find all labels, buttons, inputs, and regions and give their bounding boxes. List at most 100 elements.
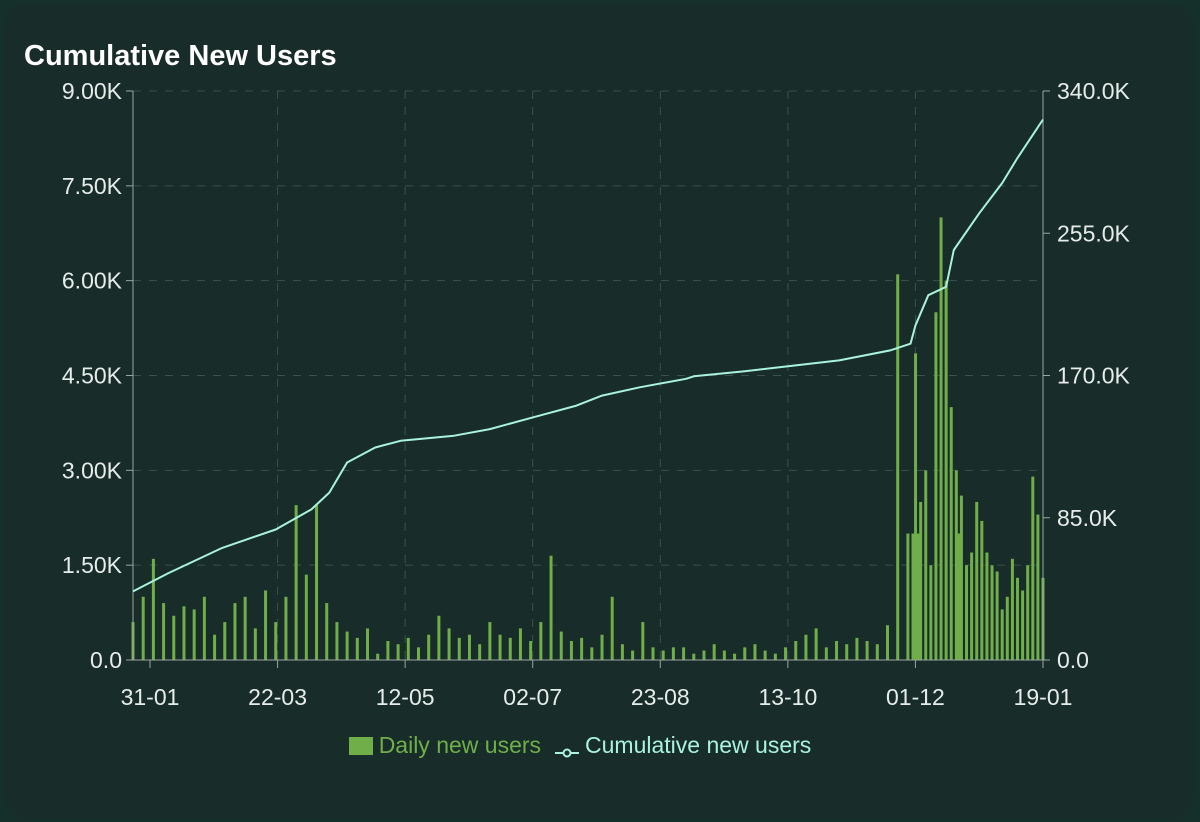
daily-bar xyxy=(141,596,145,660)
cumulative-line-path xyxy=(132,118,1044,593)
y-left-tick-label: 1.50K xyxy=(62,552,123,578)
daily-bar xyxy=(682,647,686,660)
daily-bar xyxy=(498,634,502,660)
daily-bar xyxy=(243,596,247,660)
daily-bar xyxy=(406,637,410,660)
daily-bar xyxy=(345,631,349,660)
axes xyxy=(126,90,1050,668)
daily-bars xyxy=(131,217,1045,660)
line-swatch-icon xyxy=(555,739,580,757)
daily-bar xyxy=(569,641,573,660)
x-tick-label: 13-10 xyxy=(758,684,817,710)
daily-bar xyxy=(223,622,227,660)
daily-bar xyxy=(1031,476,1035,660)
daily-bar xyxy=(784,647,788,660)
daily-bar xyxy=(794,641,798,660)
daily-bar xyxy=(580,637,584,660)
daily-bar xyxy=(959,495,963,660)
y-left-tick-label: 9.00K xyxy=(62,78,123,104)
daily-bar xyxy=(192,609,196,660)
x-tick-label: 22-03 xyxy=(248,684,307,710)
daily-bar xyxy=(172,615,176,660)
daily-bar xyxy=(1036,514,1040,660)
y-right-tick-label: 85.0K xyxy=(1057,505,1118,531)
daily-bar xyxy=(763,650,767,660)
y-left-tick-label: 4.50K xyxy=(62,363,123,389)
y-right-tick-label: 340.0K xyxy=(1057,78,1131,104)
daily-bar xyxy=(957,533,961,660)
legend-item-daily[interactable]: Daily new users xyxy=(348,732,542,759)
daily-bar xyxy=(213,634,217,660)
daily-bar xyxy=(865,641,869,660)
y-left-tick-label: 6.00K xyxy=(62,268,123,294)
daily-bar xyxy=(508,637,512,660)
daily-bar xyxy=(590,647,594,660)
daily-bar xyxy=(304,574,308,660)
legend-item-cumulative[interactable]: Cumulative new users xyxy=(555,732,811,759)
y-right-tick-label: 0.0 xyxy=(1057,647,1089,673)
x-tick-label: 19-01 xyxy=(1014,684,1073,710)
daily-bar xyxy=(631,650,635,660)
daily-bar xyxy=(620,644,624,660)
y-right-tick-label: 170.0K xyxy=(1057,363,1131,389)
daily-bar xyxy=(355,637,359,660)
daily-bar xyxy=(753,644,757,660)
daily-bar xyxy=(202,596,206,660)
daily-bar xyxy=(722,650,726,660)
x-tick-label: 01-12 xyxy=(886,684,945,710)
daily-bar xyxy=(600,634,604,660)
daily-bar xyxy=(396,644,400,660)
daily-bar xyxy=(702,650,706,660)
daily-bar xyxy=(824,647,828,660)
daily-bar xyxy=(934,312,938,660)
daily-bar xyxy=(929,565,933,660)
legend-label-daily: Daily new users xyxy=(378,732,542,758)
bar-swatch-icon xyxy=(348,736,373,755)
daily-bar xyxy=(875,644,879,660)
daily-bar xyxy=(1026,565,1030,660)
daily-bar xyxy=(264,590,268,660)
daily-bar xyxy=(335,622,339,660)
daily-bar xyxy=(488,622,492,660)
daily-bar xyxy=(1000,609,1004,660)
chart-title: Cumulative New Users xyxy=(24,40,337,72)
x-ticks: 31-01 22-03 12-05 02-07 23-08 13-10 01-12 19-01 xyxy=(121,684,1073,710)
x-tick-label: 31-01 xyxy=(121,684,180,710)
daily-bar xyxy=(965,565,969,660)
y-left-tick-label: 7.50K xyxy=(62,173,123,199)
daily-bar xyxy=(743,647,747,660)
daily-bar xyxy=(437,615,441,660)
x-tick-label: 12-05 xyxy=(376,684,435,710)
daily-bar xyxy=(182,606,186,660)
daily-bar xyxy=(804,634,808,660)
daily-bar xyxy=(253,628,257,660)
daily-bar xyxy=(980,520,984,660)
right-y-ticks: 0.0 85.0K 170.0K 255.0K 340.0K xyxy=(1057,78,1131,673)
grid xyxy=(133,90,1043,660)
daily-bar xyxy=(924,470,928,660)
daily-bar xyxy=(315,505,319,660)
daily-bar xyxy=(919,501,923,660)
daily-bar xyxy=(845,644,849,660)
daily-bar xyxy=(671,647,675,660)
daily-bar xyxy=(559,631,563,660)
legend-label-cumulative: Cumulative new users xyxy=(585,732,812,758)
daily-bar xyxy=(478,644,482,660)
cumulative-line xyxy=(132,118,1044,593)
left-y-ticks: 0.0 1.50K 3.00K 4.50K 6.00K 7.50K 9.00K xyxy=(62,78,123,673)
daily-bar xyxy=(886,625,890,660)
daily-bar xyxy=(427,634,431,660)
daily-bar xyxy=(539,622,543,660)
daily-bar xyxy=(975,501,979,660)
daily-bar xyxy=(233,603,237,660)
daily-bar xyxy=(970,552,974,660)
daily-bar xyxy=(692,653,696,660)
daily-bar xyxy=(294,505,298,660)
daily-bar xyxy=(651,647,655,660)
daily-bar xyxy=(1010,558,1014,660)
daily-bar xyxy=(944,280,948,660)
daily-bar xyxy=(1005,596,1009,660)
daily-bar xyxy=(457,637,461,660)
y-left-tick-label: 0.0 xyxy=(90,647,122,673)
